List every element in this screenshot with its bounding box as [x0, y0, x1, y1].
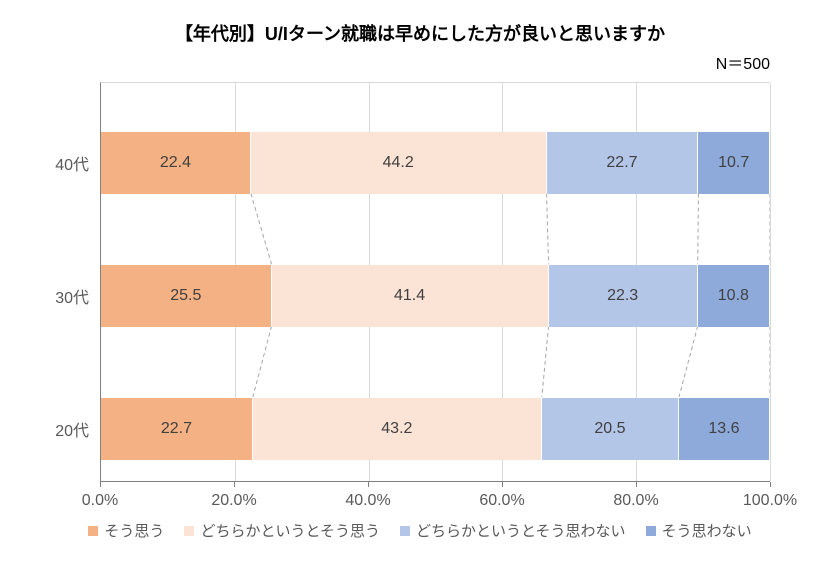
legend-label: そう思わない	[662, 520, 752, 541]
legend-item: どちらかというとそう思う	[184, 520, 380, 541]
x-axis: 0.0%20.0%40.0%60.0%80.0%100.0%	[100, 482, 770, 512]
bar-segment: 13.6	[679, 398, 770, 460]
legend-swatch	[646, 526, 656, 536]
x-axis-label: 100.0%	[743, 492, 797, 510]
bar-segment: 10.7	[698, 132, 770, 194]
bar-row: 30代25.541.422.310.8	[101, 265, 770, 327]
legend-swatch	[400, 526, 410, 536]
bar-segment: 25.5	[101, 265, 272, 327]
x-axis-label: 60.0%	[479, 492, 524, 510]
legend: そう思う どちらかというとそう思う どちらかというとそう思わない そう思わない	[40, 520, 800, 541]
bar-segment: 43.2	[253, 398, 542, 460]
chart-title: 【年代別】U/Iターン就職は早めにした方が良いと思いますか	[40, 20, 800, 46]
bar-row: 40代22.444.222.710.7	[101, 132, 770, 194]
chart-container: 【年代別】U/Iターン就職は早めにした方が良いと思いますか N＝500 40代2…	[0, 0, 840, 582]
bar-segment: 10.8	[698, 265, 770, 327]
x-tick	[234, 482, 235, 487]
legend-item: そう思わない	[646, 520, 752, 541]
plot-area: 40代22.444.222.710.7 30代25.541.422.310.8 20…	[100, 82, 770, 482]
x-axis-label: 80.0%	[613, 492, 658, 510]
x-axis-label: 20.0%	[211, 492, 256, 510]
legend-label: そう思う	[104, 520, 164, 541]
y-axis-label: 20代	[41, 417, 101, 441]
bar-segment: 22.7	[101, 398, 253, 460]
legend-swatch	[184, 526, 194, 536]
x-tick	[100, 482, 101, 487]
legend-label: どちらかというとそう思わない	[416, 520, 626, 541]
legend-swatch	[88, 526, 98, 536]
x-tick	[368, 482, 369, 487]
legend-item: そう思う	[88, 520, 164, 541]
bar-segment: 22.4	[101, 132, 251, 194]
x-axis-label: 40.0%	[345, 492, 390, 510]
bar-segment: 44.2	[251, 132, 547, 194]
legend-label: どちらかというとそう思う	[200, 520, 380, 541]
bar-row: 20代22.743.220.513.6	[101, 398, 770, 460]
bar-segment: 22.3	[549, 265, 698, 327]
gridline	[770, 83, 771, 481]
x-tick	[636, 482, 637, 487]
x-tick	[502, 482, 503, 487]
x-axis-label: 0.0%	[82, 492, 118, 510]
y-axis-label: 40代	[41, 151, 101, 175]
legend-item: どちらかというとそう思わない	[400, 520, 626, 541]
chart-subtitle: N＝500	[40, 50, 800, 74]
bar-segment: 22.7	[547, 132, 699, 194]
bar-segment: 41.4	[272, 265, 549, 327]
bar-segment: 20.5	[542, 398, 679, 460]
y-axis-label: 30代	[41, 284, 101, 308]
x-tick	[770, 482, 771, 487]
